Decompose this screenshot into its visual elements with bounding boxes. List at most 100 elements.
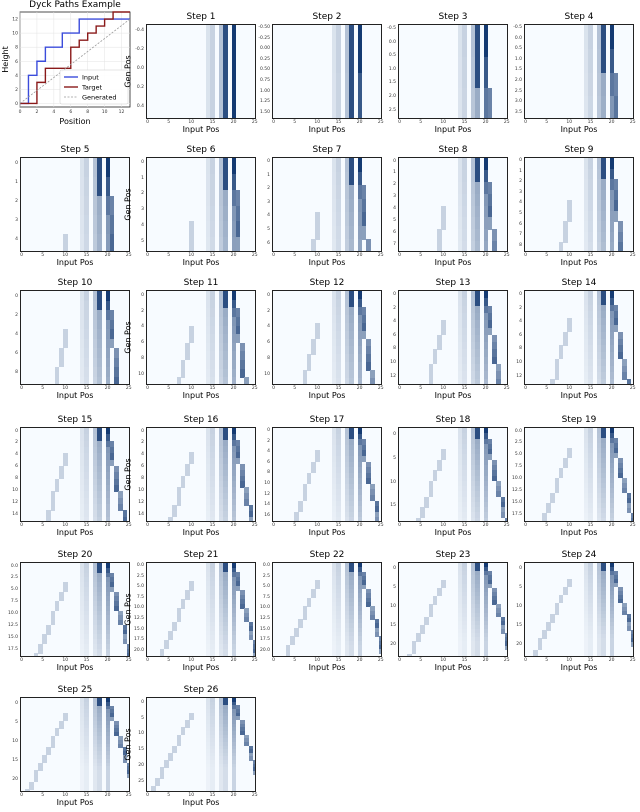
heatmap-title: Step 20 [57,550,93,560]
heatmap-cell [84,572,90,578]
heatmap-cell [601,345,606,353]
heatmap-cell [361,580,367,585]
heatmap-cell [223,782,228,787]
y-tick-label: 1 [141,175,144,181]
heatmap-cell [349,472,354,479]
heatmap-cell [231,644,237,650]
heatmap-cell [109,447,115,454]
heatmap-cell [223,563,228,568]
heatmap-cell [92,705,98,710]
heatmap-cell [470,612,476,618]
heatmap-cell [97,453,102,461]
y-tick-label: 15 [138,747,144,753]
heatmap-cell [84,601,90,607]
heatmap-cell [218,360,224,370]
heatmap-cell [80,510,85,518]
heatmap-cell [366,338,371,347]
heatmap-cell [37,643,43,649]
x-tick-label: 20 [482,253,489,258]
heatmap-cell [97,357,102,368]
heatmap-cell [118,491,123,499]
y-tick-label: -0.2 [135,46,144,52]
y-tick-label: 0 [393,565,396,571]
heatmap-cell [483,475,489,482]
heatmap-cell [613,189,619,201]
heatmap-cell [458,428,463,434]
heatmap-cell [601,503,606,509]
heatmap-cell [483,620,489,626]
heatmap-cell [332,291,337,300]
heatmap-cell [109,705,115,710]
heatmap-cell [596,570,602,576]
heatmap-cell [114,601,119,607]
x-tick-label: 10 [566,386,573,391]
heatmap-cell [349,614,354,620]
y-tick-label: 0 [267,159,270,165]
heatmap-cell [294,632,299,637]
heatmap-cell [223,221,228,238]
heatmap-cell [626,498,632,504]
heatmap-cell [223,457,228,465]
heatmap-cell [109,717,115,722]
y-tick-label: 4 [15,73,18,79]
heatmap-cell [235,712,241,717]
x-tick-label: 20 [482,523,489,528]
heatmap-cell [206,463,211,470]
heatmap-cell [492,600,497,605]
heatmap-cell [84,634,90,640]
heatmap-cell [84,747,90,752]
heatmap-cell [218,576,224,582]
heatmap-axes [524,290,634,385]
heatmap-cell [97,591,102,597]
y-tick-label: 12 [12,17,18,23]
heatmap-cell [487,443,493,450]
heatmap-cell [357,614,363,620]
heatmap-cell [109,582,115,588]
heatmap-axes [524,427,634,522]
heatmap-cell [541,513,547,519]
heatmap-cell [344,632,350,637]
heatmap-cell [483,229,489,242]
heatmap-cell [97,158,102,178]
x-tick-label: 25 [503,523,510,528]
heatmap-cell [210,342,216,352]
x-tick-label: 4 [52,109,55,115]
heatmap-cell [97,567,102,573]
heatmap-cell [336,517,342,521]
heatmap-cell [357,439,363,446]
heatmap-cell [105,766,111,771]
y-tick-label: 15.0 [133,626,144,632]
heatmap-cell [601,297,606,305]
heatmap-cell [596,297,602,305]
heatmap-cell [180,599,186,605]
heatmap-cell [344,601,350,607]
y-tick-label: 10.0 [7,611,18,617]
heatmap-axes [146,427,256,522]
heatmap-cell [630,634,633,639]
heatmap-cell [92,643,98,649]
heatmap-cell [470,563,476,568]
heatmap-cell [475,491,480,497]
heatmap-cell [218,590,224,596]
heatmap-cell [218,221,224,238]
heatmap-cell [218,158,224,175]
heatmap-cell [332,450,337,457]
heatmap-cell [475,600,480,605]
heatmap-cell [223,511,228,518]
heatmap-cell [63,717,68,722]
heatmap-cell [92,510,98,518]
heatmap-cell [336,478,342,485]
heatmap-cell [84,643,90,649]
heatmap-cell [231,291,237,301]
heatmap-cell [84,705,90,710]
heatmap-cell [223,585,228,591]
heatmap-cell [596,189,602,201]
heatmap-cell [596,210,602,222]
heatmap-cell [344,198,350,213]
y-tick-label: 20 [138,763,144,769]
heatmap-cell [218,585,224,591]
heatmap-cell [601,493,606,499]
heatmap-cell [84,453,90,461]
heatmap-cell [231,771,237,776]
heatmap-axes [272,24,382,119]
